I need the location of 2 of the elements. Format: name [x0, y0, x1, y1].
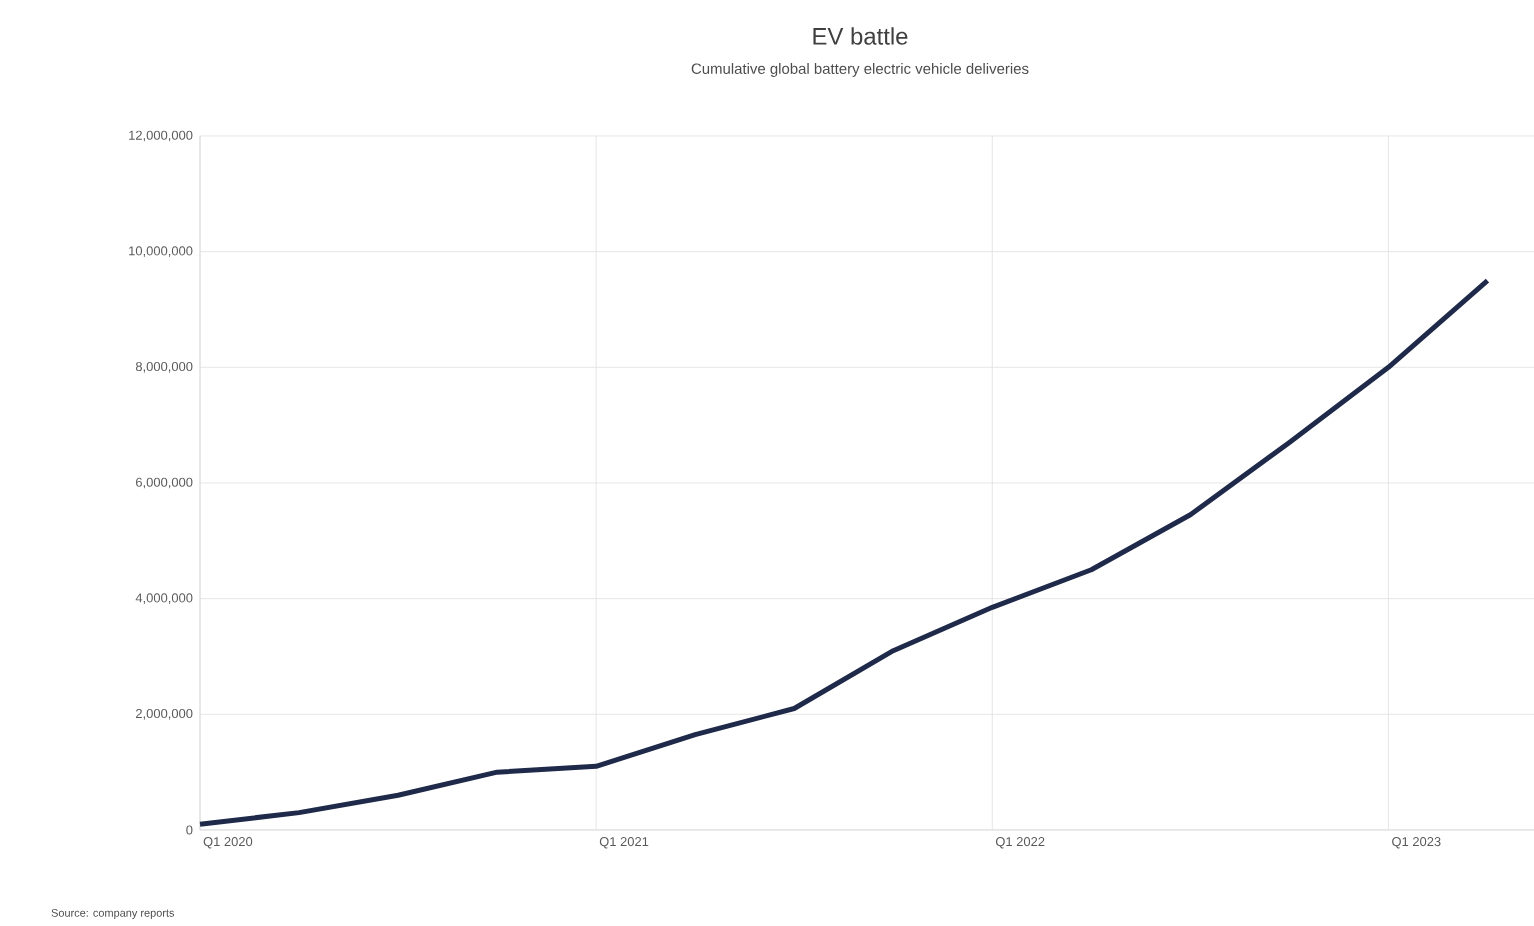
line-series: [197, 278, 1490, 827]
chart-title: EV battle: [813, 27, 908, 45]
